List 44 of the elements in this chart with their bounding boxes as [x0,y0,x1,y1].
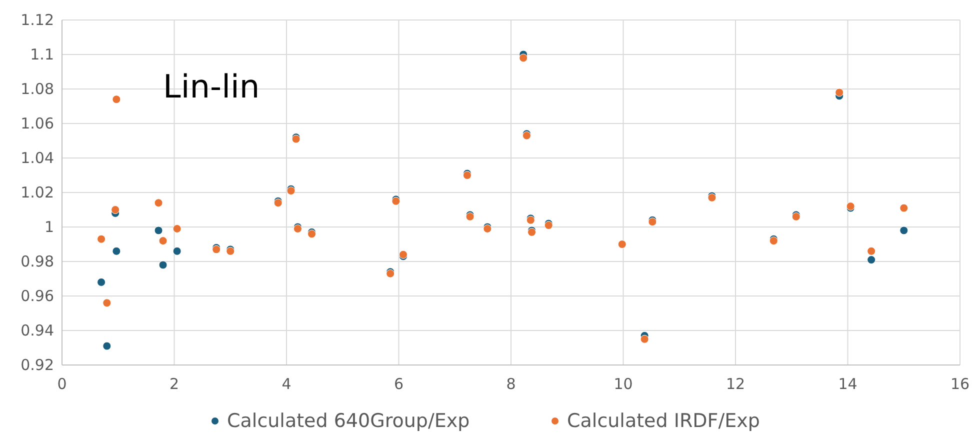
x-tick-label: 4 [282,375,292,393]
y-tick-label: 1.04 [20,149,54,167]
point [97,278,106,286]
x-tick-label: 0 [57,375,67,393]
y-tick-label: 0.98 [20,252,54,270]
y-tick-label: 1.06 [20,114,54,132]
y-tick-label: 0.92 [20,356,54,374]
x-tick-label: 14 [838,375,858,393]
y-tick-label: 1.1 [30,46,54,64]
point [102,342,112,350]
y-tick-label: 1.02 [20,184,54,202]
point [112,95,121,104]
point [519,54,528,62]
point [158,236,168,246]
legend-label: Calculated 640Group/Exp [227,410,470,432]
y-tick-label: 1.12 [20,11,54,29]
point [111,206,120,214]
point [154,226,163,235]
point [102,298,112,308]
x-tick-label: 12 [726,375,746,393]
point [900,226,908,235]
x-tick-label: 8 [506,375,516,393]
point [867,246,876,256]
point [154,198,163,208]
point [640,334,649,344]
point [867,256,876,264]
y-tick-label: 0.94 [20,322,54,340]
x-tick-label: 16 [950,375,970,393]
point [900,204,908,212]
text: Lin-lin [163,68,260,106]
legend-label: Calculated IRDF/Exp [567,410,760,432]
point [618,240,626,248]
x-tick-label: 10 [614,375,633,393]
x-tick-label: 6 [394,375,404,393]
y-tick-label: 1.08 [20,80,54,98]
point [835,88,844,97]
point [97,234,106,244]
y-tick-label: 0.96 [20,287,54,305]
point [172,224,182,233]
point [158,260,168,270]
point [112,246,121,256]
x-tick-label: 2 [169,375,180,393]
point [172,246,182,256]
y-tick-label: 1 [44,218,54,236]
